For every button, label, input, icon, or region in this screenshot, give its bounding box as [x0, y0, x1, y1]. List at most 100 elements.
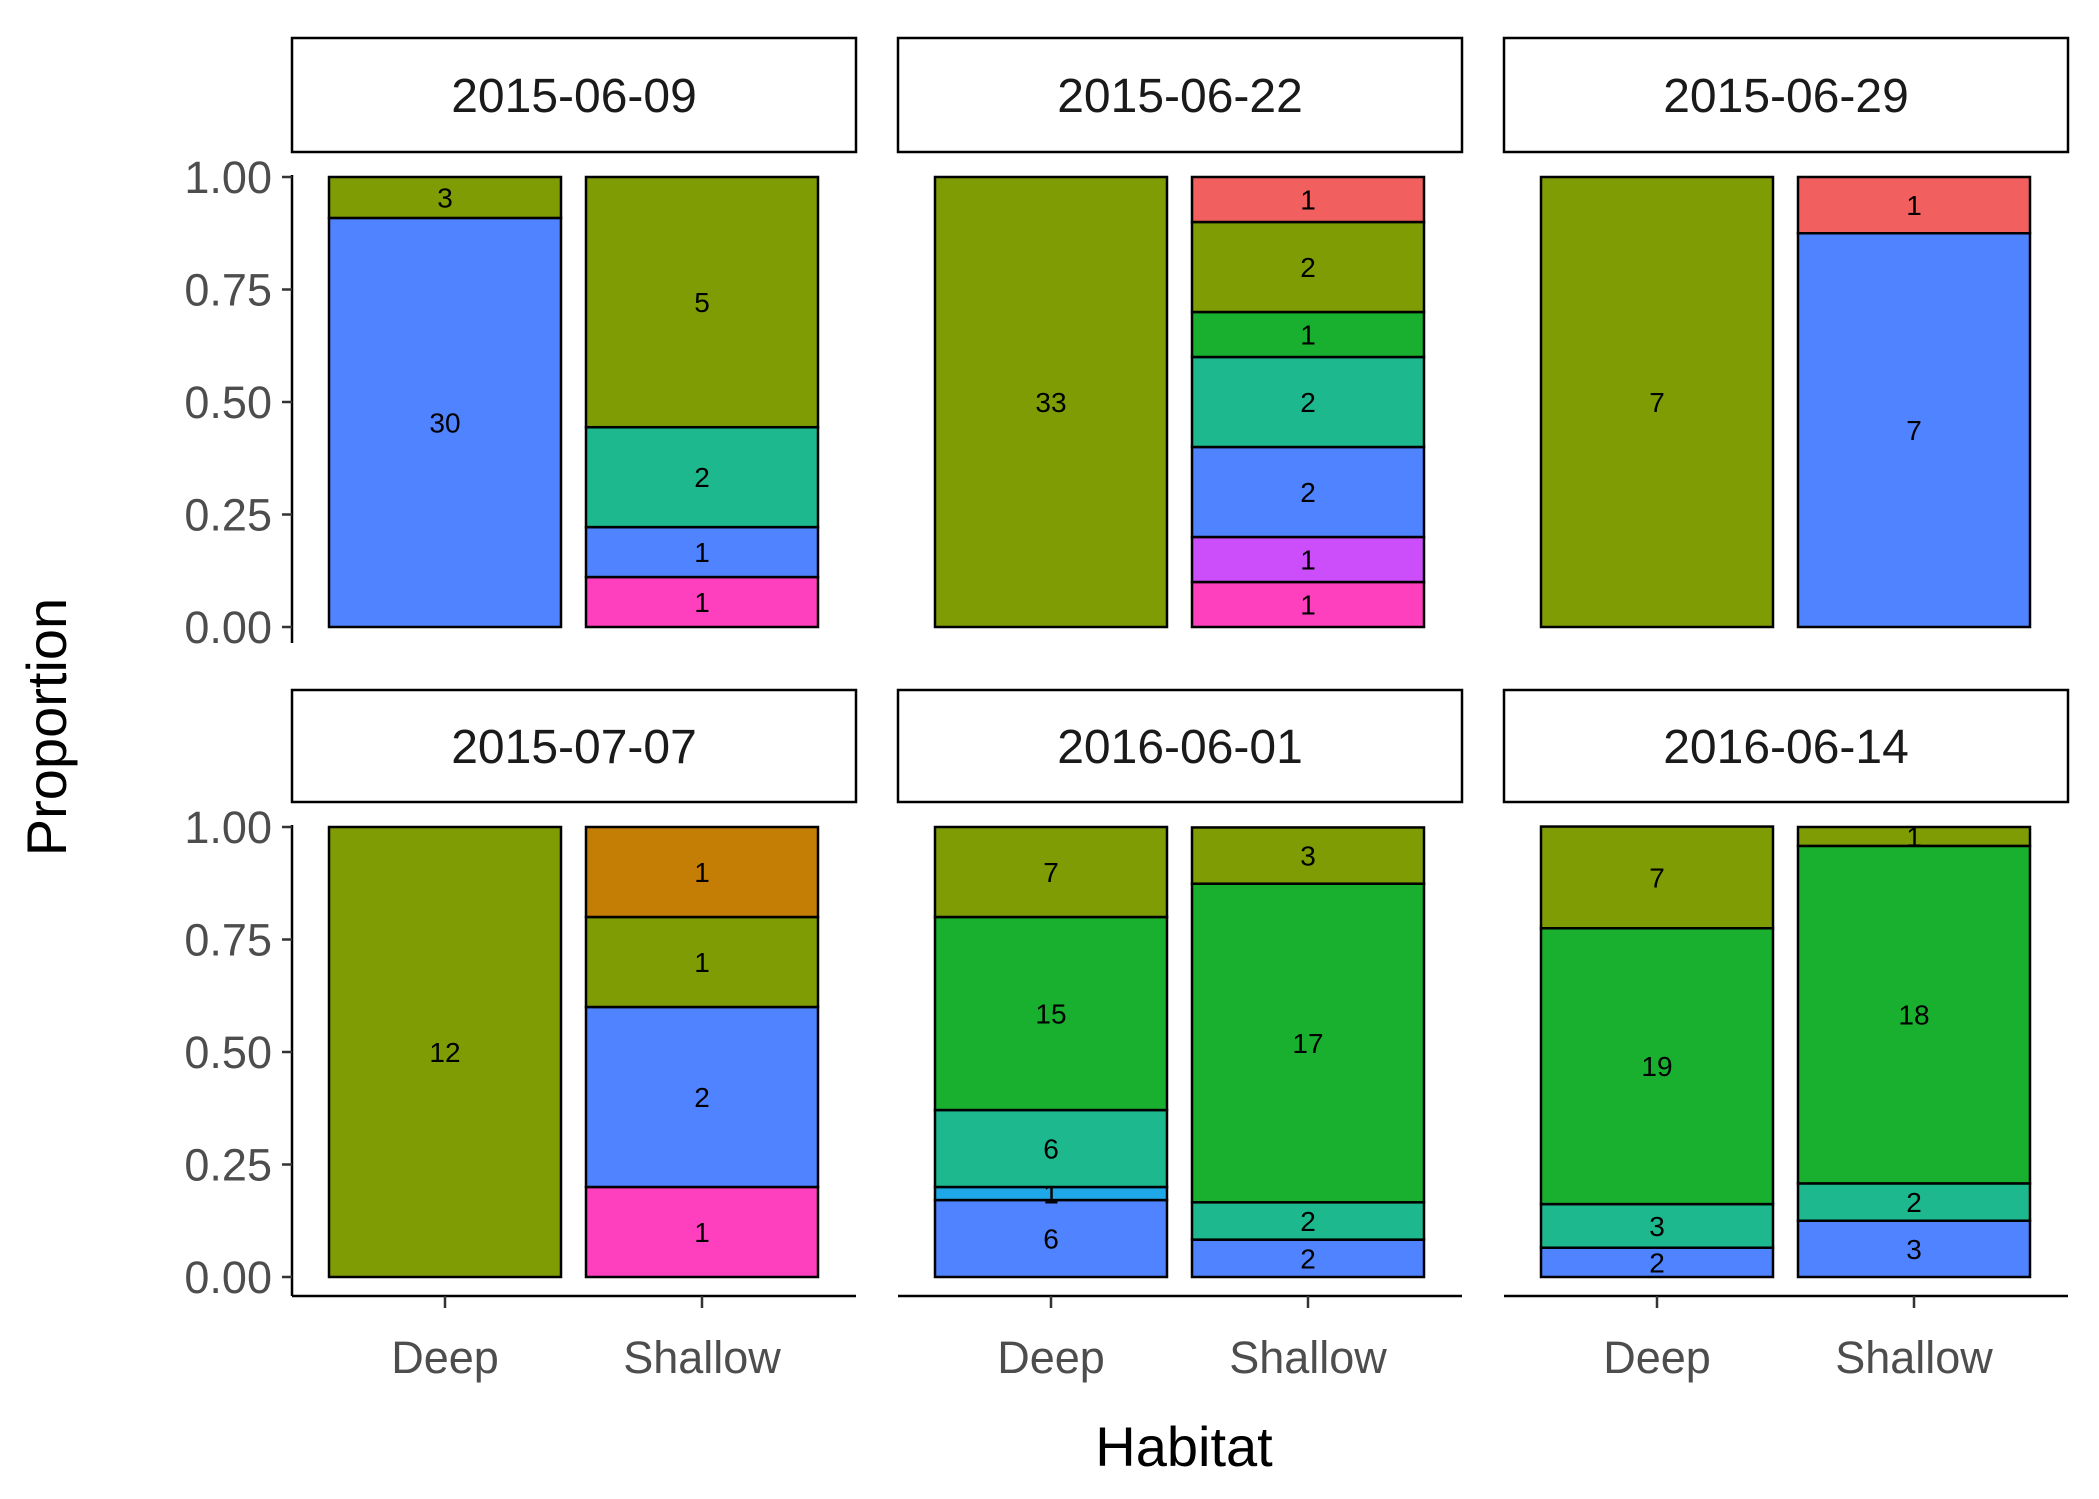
facet-panel: 2015-06-22 33 1 1 2 2 1 2 1: [896, 36, 1464, 629]
facet-strip-title: 2016-06-14: [1663, 721, 1909, 774]
bar-segment-label: 1: [1906, 190, 1922, 221]
bar-segment-label: 3: [437, 182, 453, 213]
facet-strip-title: 2016-06-01: [1057, 721, 1303, 774]
bar-segment: [584, 915, 820, 1009]
bar-segment: [1190, 1238, 1426, 1279]
bar-segment-label: 1: [694, 1217, 710, 1248]
y-axis-title: Proportion: [15, 598, 78, 856]
facet-panel: 2015-06-09 30 3 1 1 2 5 0.00 0.25 0.50 0.75 1.00: [184, 36, 858, 653]
bar-segment: [1190, 355, 1426, 449]
bar-segment-label: 5: [694, 287, 710, 318]
facet-strip: [896, 36, 1464, 154]
bar-segment-label: 19: [1641, 1051, 1672, 1082]
y-tick-label: 0.00: [184, 602, 272, 653]
bar-segment-label: 1: [694, 857, 710, 888]
bar-segment-label: 1: [1300, 590, 1316, 621]
bar-segment: [933, 1108, 1169, 1189]
bar-segment-label: 3: [1906, 1234, 1922, 1265]
facet-strip: [1502, 688, 2070, 804]
bar-segment: [933, 825, 1169, 919]
bar-segment-label: 6: [1043, 1224, 1059, 1255]
bar-segment: [1539, 825, 1775, 930]
bar-segment: [1190, 826, 1426, 885]
bar-segment: [1190, 220, 1426, 314]
bar-segment-label: 2: [1300, 1243, 1316, 1274]
bar-segment: [933, 175, 1169, 629]
bar-segment: [1190, 175, 1426, 224]
x-tick-label: Deep: [1603, 1332, 1711, 1383]
bar-segment: [327, 825, 563, 1279]
facet-panel: 2016-06-14 2 3 19 7 3 2 18 1 Deep Shallow: [1502, 688, 2070, 1383]
bar-segment: [1539, 927, 1775, 1206]
bar-segment: [1796, 232, 2032, 629]
bar-segment-label: 2: [1300, 387, 1316, 418]
bar-segment: [1796, 1219, 2032, 1279]
bar-segment: [1539, 1246, 1775, 1279]
bar-segment-label: 2: [1300, 477, 1316, 508]
bar-segment-label: 1: [694, 947, 710, 978]
y-tick-label: 0.75: [184, 265, 272, 316]
bar-segment: [584, 1185, 820, 1279]
bar-segment-label: 2: [1649, 1247, 1665, 1278]
x-tick-label: Shallow: [623, 1332, 781, 1383]
bar-segment-label: 1: [694, 587, 710, 618]
facet-panels: 2015-06-0930311250.000.250.500.751.00201…: [184, 36, 2070, 1383]
facet-strip: [290, 36, 858, 154]
facet-strip-title: 2015-06-29: [1663, 70, 1909, 123]
bar-segment: [327, 175, 563, 220]
facet-strip: [1502, 36, 2070, 154]
bar-segment-label: 7: [1906, 415, 1922, 446]
bar-segment-label: 3: [1649, 1211, 1665, 1242]
bar-segment-label: 1: [1300, 185, 1316, 216]
bar-segment-label: 7: [1043, 857, 1059, 888]
facet-strip-title: 2015-07-07: [451, 721, 697, 774]
bar-segment-label: 2: [694, 1082, 710, 1113]
bar-segment-label: 2: [1300, 252, 1316, 283]
facet-strip: [896, 688, 1464, 804]
bar-segment: [1796, 844, 2032, 1185]
y-tick-label: 0.50: [184, 377, 272, 428]
bar-segment: [1796, 175, 2032, 235]
bar-segment-label: 1: [694, 537, 710, 568]
bar-segment-label: 2: [1300, 1206, 1316, 1237]
bar-segment: [933, 1198, 1169, 1279]
bar-segment: [1190, 580, 1426, 629]
x-tick-label: Shallow: [1229, 1332, 1387, 1383]
bar-segment: [1539, 1202, 1775, 1249]
bar-segment-label: 33: [1035, 387, 1066, 418]
facet-panel: 2015-07-071212110.000.250.500.751.00Deep…: [184, 688, 858, 1383]
bar-segment-label: 15: [1035, 999, 1066, 1030]
bar-segment-label: 1: [1300, 320, 1316, 351]
bar-segment: [1796, 825, 2032, 848]
x-tick-label: Shallow: [1835, 1332, 1993, 1383]
bar-segment: [584, 425, 820, 529]
bar-segment-label: 2: [694, 462, 710, 493]
facet-strip: [290, 688, 858, 804]
x-tick-label: Deep: [997, 1332, 1105, 1383]
x-axis-title: Habitat: [1095, 1415, 1273, 1478]
bar-segment: [584, 575, 820, 629]
y-tick-label: 0.25: [184, 1140, 272, 1191]
bar-segment: [584, 175, 820, 429]
bar-segment: [933, 915, 1169, 1112]
bar-segment: [1190, 1201, 1426, 1241]
bar-segment-label: 30: [429, 407, 460, 438]
bar-segment-label: 1: [1300, 545, 1316, 576]
bar-segment: [1190, 535, 1426, 584]
facet-strip-title: 2015-06-09: [451, 70, 697, 123]
bar-segment-label: 3: [1300, 841, 1316, 872]
bar-segment-label: 2: [1906, 1187, 1922, 1218]
bar-segment-label: 17: [1292, 1028, 1323, 1059]
y-tick-label: 0.00: [184, 1252, 272, 1303]
facet-strip-title: 2015-06-22: [1057, 70, 1303, 123]
y-tick-label: 0.50: [184, 1027, 272, 1078]
bar-segment-label: 7: [1649, 862, 1665, 893]
bar-segment: [584, 825, 820, 919]
bar-segment-label: 6: [1043, 1134, 1059, 1165]
bar-segment: [327, 216, 563, 629]
bar-segment: [1796, 1182, 2032, 1223]
bar-segment: [1190, 310, 1426, 359]
x-tick-label: Deep: [391, 1332, 499, 1383]
